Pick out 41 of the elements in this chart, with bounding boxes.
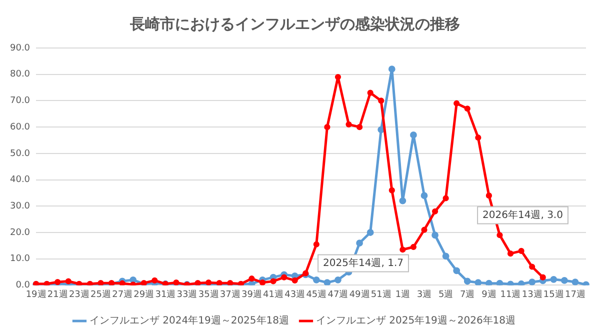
x-tick-label: 5週 <box>438 288 454 300</box>
x-tick-label: 3週 <box>416 288 432 300</box>
x-tick-label: 27週 <box>112 288 133 300</box>
x-tick-label: 43週 <box>284 288 306 300</box>
y-tick-label: 0.0 <box>16 280 30 291</box>
y-tick-label: 40.0 <box>10 175 30 186</box>
annotation: 2026年14週, 3.0 <box>482 208 563 221</box>
x-tick-label: 11週 <box>500 288 521 300</box>
x-tick-label: 7週 <box>460 288 475 300</box>
legend-label: インフルエンザ 2024年19週～2025年18週 <box>89 314 290 327</box>
legend-label: インフルエンザ 2025年19週～2026年18週 <box>316 314 516 327</box>
annotation: 2025年14週, 1.7 <box>323 256 404 269</box>
y-tick-label: 10.0 <box>10 254 30 264</box>
x-tick-label: 21週 <box>47 288 68 300</box>
x-tick-label: 19週 <box>26 288 46 300</box>
x-tick-label: 45週 <box>306 288 327 300</box>
x-tick-label: 31週 <box>155 288 176 300</box>
y-tick-label: 30.0 <box>10 201 30 212</box>
y-tick-label: 90.0 <box>10 43 30 54</box>
x-tick-label: 25週 <box>90 288 111 300</box>
y-tick-label: 70.0 <box>10 96 30 106</box>
x-tick-label: 33週 <box>176 288 198 300</box>
x-tick-label: 15週 <box>543 288 564 300</box>
x-tick-label: 47週 <box>328 288 348 300</box>
x-tick-label: 1週 <box>395 288 410 300</box>
x-tick-label: 35週 <box>198 288 219 300</box>
y-tick-label: 20.0 <box>10 228 30 238</box>
x-tick-label: 39週 <box>241 288 262 300</box>
y-tick-label: 50.0 <box>10 148 30 159</box>
x-tick-label: 23週 <box>68 288 90 300</box>
x-tick-label: 17週 <box>564 288 586 300</box>
x-tick-label: 37週 <box>220 288 240 300</box>
chart-title: 長崎市におけるインフルエンザの感染状況の推移 <box>129 14 460 33</box>
x-tick-label: 49週 <box>349 288 370 300</box>
x-tick-label: 51週 <box>370 288 392 300</box>
x-tick-label: 9週 <box>482 288 496 300</box>
y-tick-label: 80.0 <box>10 70 30 80</box>
x-tick-label: 13週 <box>522 288 542 300</box>
x-tick-label: 29週 <box>134 288 154 300</box>
y-tick-label: 60.0 <box>10 122 30 132</box>
x-tick-label: 41週 <box>263 288 284 300</box>
